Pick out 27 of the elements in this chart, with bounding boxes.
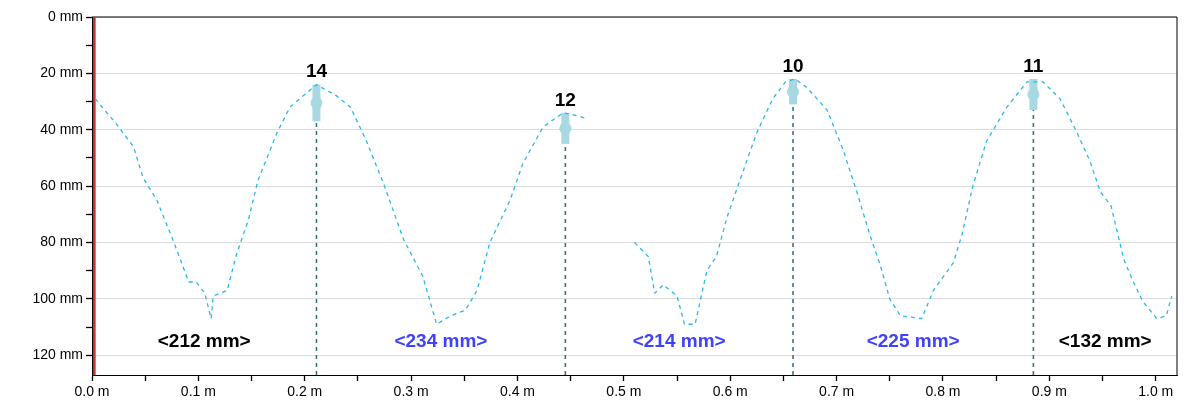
- annotation: <132 mm>: [1058, 330, 1152, 352]
- y-tick-label: 0 mm: [48, 7, 83, 24]
- x-tick-label: 0.4 m: [499, 383, 535, 400]
- annotation: <212 mm>: [157, 330, 251, 352]
- annotation: <214 mm>: [632, 330, 726, 352]
- annotation: <234 mm>: [394, 330, 488, 352]
- x-tick-label: 0.0 m: [74, 383, 110, 400]
- annotation: 12: [554, 88, 576, 110]
- x-tick-label: 1.0 m: [1138, 383, 1174, 400]
- y-tick-label: 60 mm: [40, 176, 83, 193]
- y-tick-label: 40 mm: [40, 120, 83, 137]
- x-tick-label: 0.6 m: [712, 383, 748, 400]
- x-tick-label: 0.7 m: [819, 383, 855, 400]
- annotation: <225 mm>: [866, 330, 960, 352]
- annotation: 14: [305, 60, 328, 82]
- annotation: 11: [1023, 54, 1044, 76]
- x-tick-label: 0.1 m: [180, 383, 216, 400]
- y-tick-label: 80 mm: [40, 233, 83, 250]
- y-tick-label: 100 mm: [32, 289, 83, 306]
- x-tick-label: 0.3 m: [393, 383, 429, 400]
- x-tick-label: 0.9 m: [1031, 383, 1067, 400]
- annotation: 10: [782, 54, 804, 76]
- x-tick-label: 0.2 m: [287, 383, 323, 400]
- x-tick-label: 0.8 m: [925, 383, 961, 400]
- y-tick-label: 120 mm: [32, 346, 83, 363]
- y-tick-label: 20 mm: [40, 64, 83, 81]
- x-tick-label: 0.5 m: [606, 383, 642, 400]
